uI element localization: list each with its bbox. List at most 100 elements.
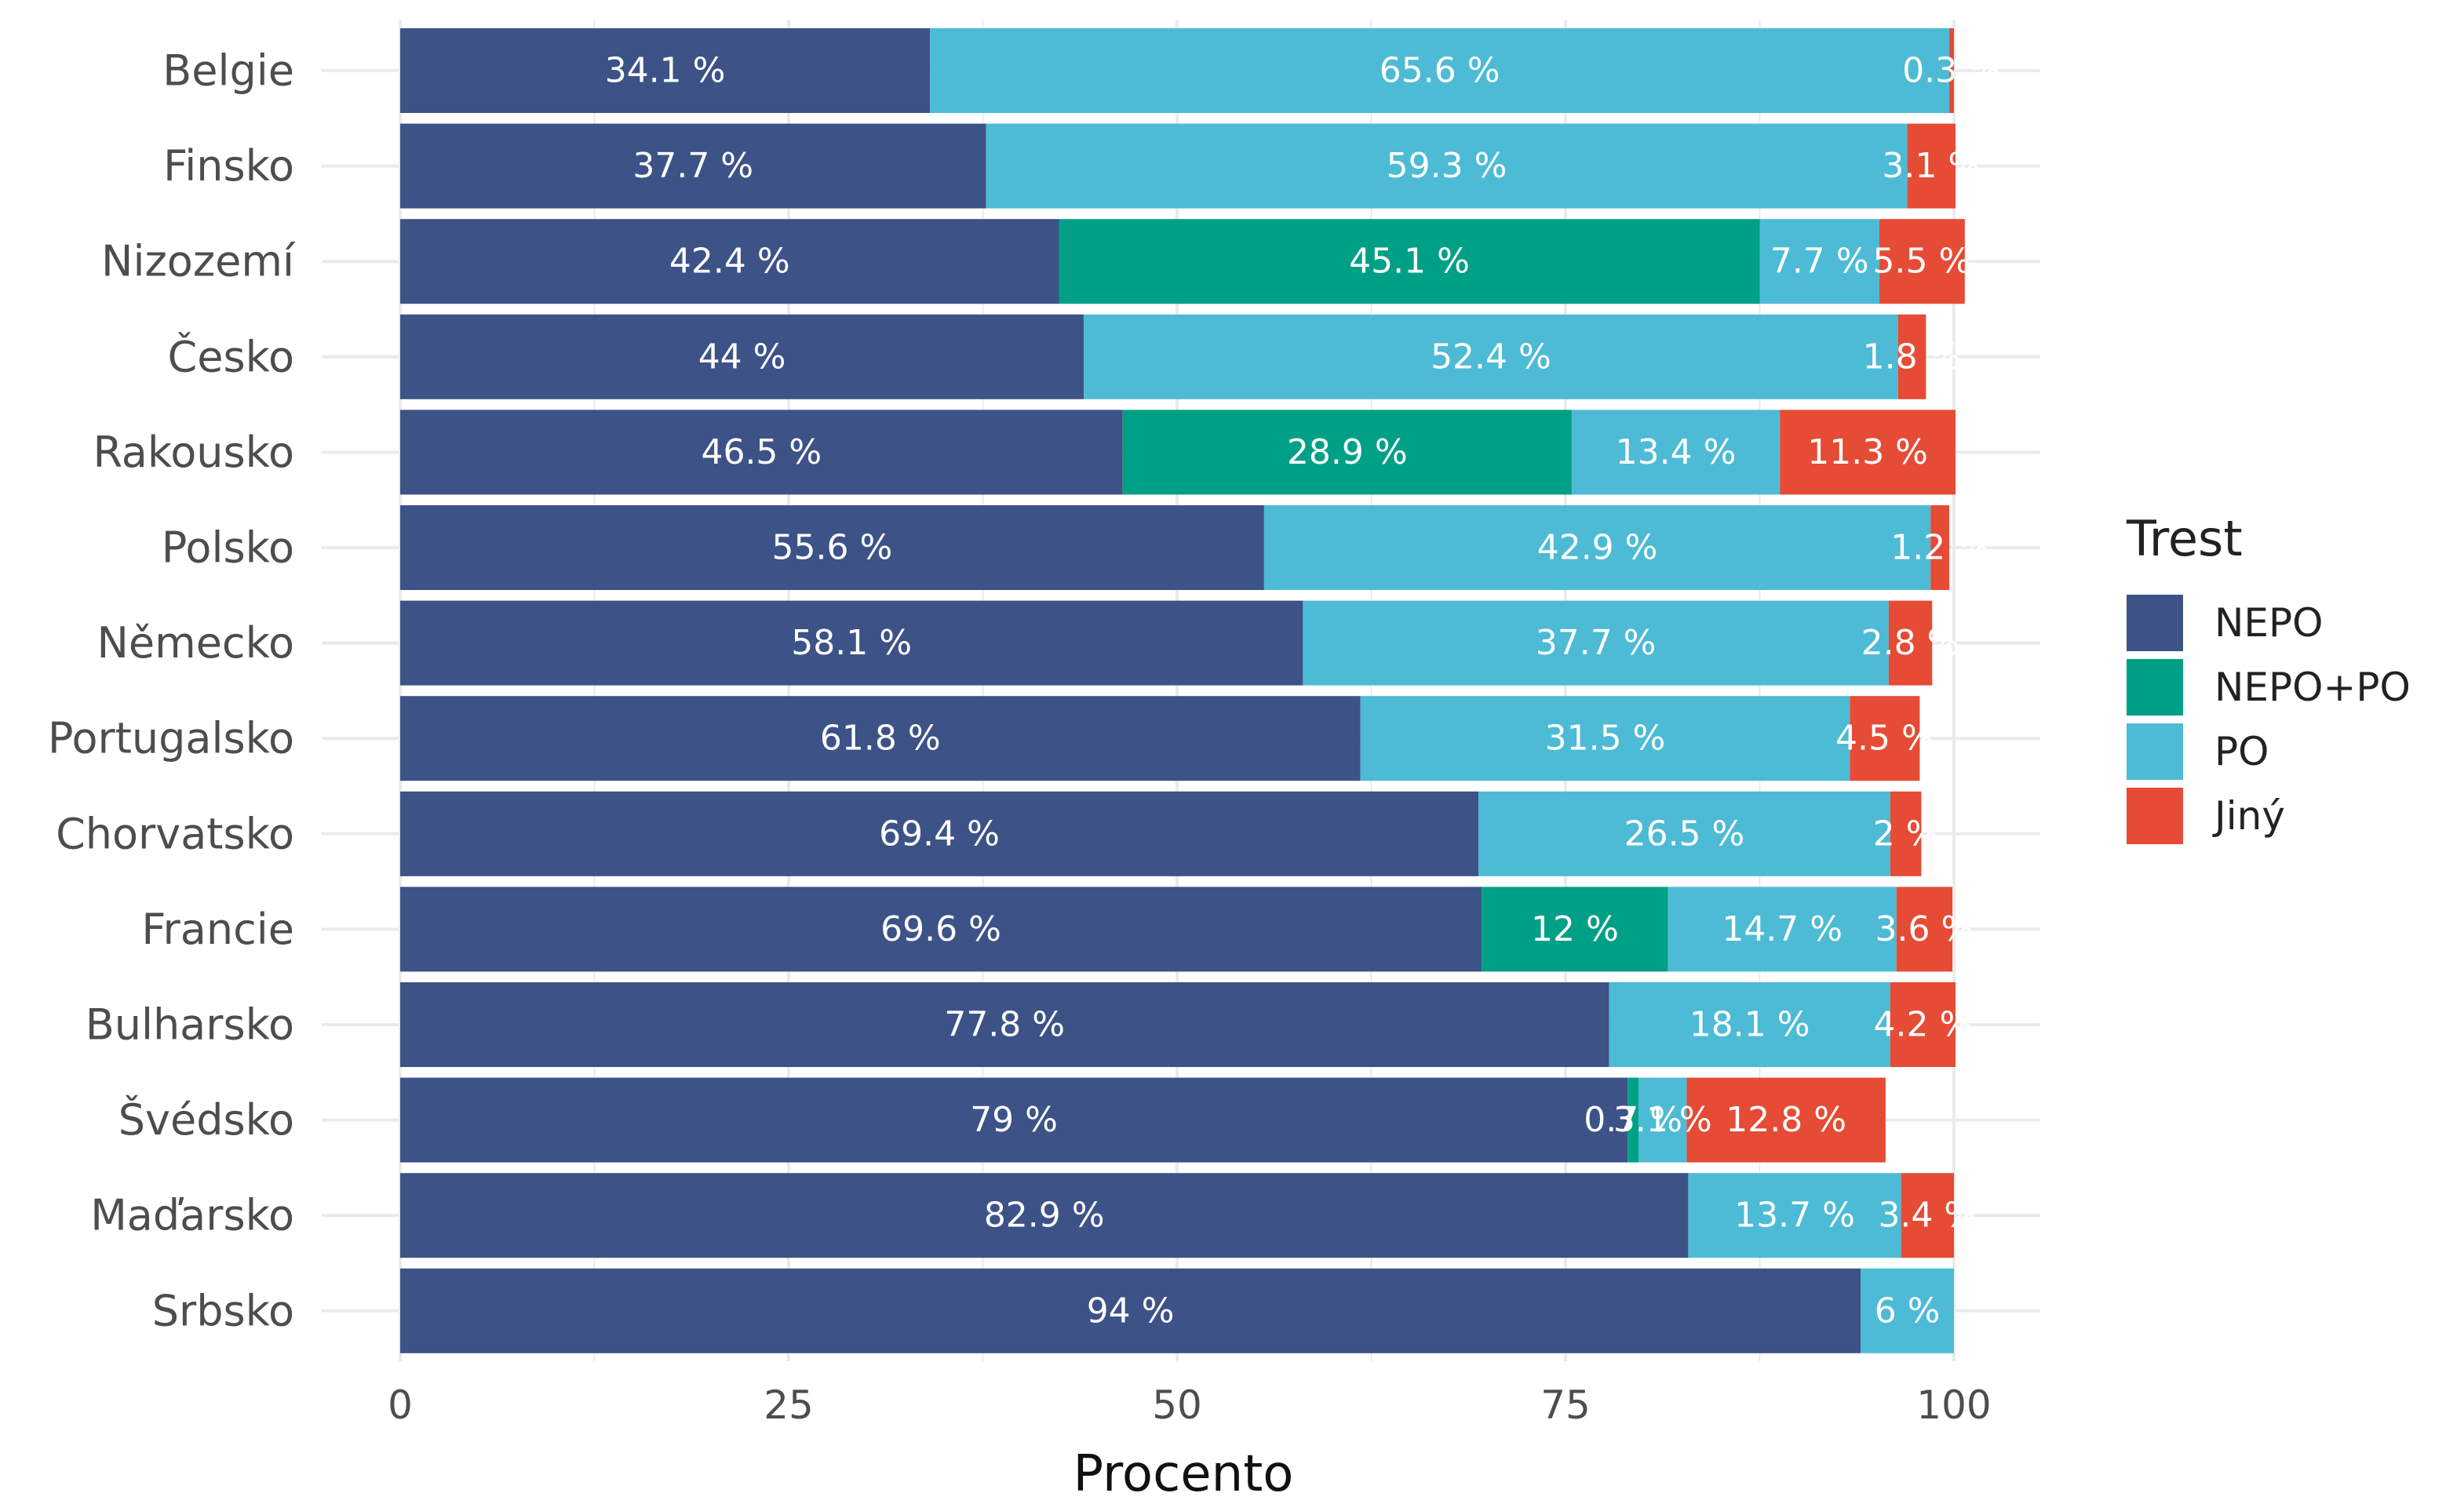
bar-value-label: 0.3 % bbox=[1902, 51, 2001, 91]
value-labels: 34.1 % 65.6 % 0.3 % 37.7 % 59.3 % 3.1 % 42.4 %… bbox=[605, 51, 2001, 1331]
bar-segment bbox=[1263, 505, 1931, 590]
bar-value-label: 46.5 % bbox=[701, 432, 822, 472]
bar-segment bbox=[1686, 1077, 1886, 1163]
y-tick-label: Chorvatsko bbox=[56, 809, 294, 858]
bar-segment bbox=[400, 1173, 1689, 1258]
bar-value-label: 13.4 % bbox=[1616, 432, 1737, 472]
bar-segment bbox=[400, 1077, 1628, 1163]
x-axis-tick-labels: 0 25 50 75 100 bbox=[388, 1382, 1992, 1428]
bar-value-label: 6 % bbox=[1875, 1291, 1941, 1331]
legend-items: NEPO NEPO+PO PO Jiný bbox=[2127, 591, 2411, 848]
x-tick-label: 0 bbox=[388, 1382, 413, 1428]
bar-segment bbox=[1896, 887, 1953, 972]
bar-value-label: 45.1 % bbox=[1349, 242, 1470, 282]
bar-value-label: 79 % bbox=[970, 1100, 1058, 1140]
bar-segment bbox=[400, 219, 1059, 304]
bar-value-label: 4.5 % bbox=[1835, 719, 1934, 759]
bar-value-label: 69.4 % bbox=[879, 814, 1000, 854]
bar-value-label: 55.6 % bbox=[772, 528, 893, 568]
bar-segment bbox=[1930, 505, 1950, 590]
bar-segment bbox=[1879, 219, 1965, 304]
bar-value-label: 82.9 % bbox=[984, 1196, 1105, 1236]
bar-segment bbox=[400, 791, 1479, 876]
bar-value-label: 18.1 % bbox=[1689, 1005, 1810, 1045]
bar-segment bbox=[1890, 791, 1922, 876]
bar-value-label: 12.8 % bbox=[1726, 1100, 1846, 1140]
bar-segment bbox=[1571, 410, 1781, 495]
bar-segment bbox=[1627, 1077, 1639, 1163]
bar-segment bbox=[400, 982, 1609, 1067]
legend-label: NEPO+PO bbox=[2214, 665, 2411, 710]
y-tick-label: Nizozemí bbox=[101, 237, 296, 286]
y-axis-tick-labels: Belgie Finsko Nizozemí Česko Rakousko Polsko N… bbox=[48, 46, 296, 1336]
x-tick-label: 25 bbox=[764, 1382, 814, 1428]
bar-segment bbox=[1890, 982, 1956, 1067]
bar-segment bbox=[1949, 28, 1954, 113]
bar-segment bbox=[400, 696, 1361, 781]
bar-segment bbox=[1907, 123, 1956, 209]
bar-value-label: 37.7 % bbox=[1536, 623, 1657, 663]
legend-label: Jiný bbox=[2214, 793, 2285, 839]
legend-swatch bbox=[2127, 788, 2183, 844]
bar-segment bbox=[1482, 887, 1668, 972]
bar-segment bbox=[930, 28, 1950, 113]
legend-label: NEPO bbox=[2214, 600, 2324, 646]
bar-value-label: 4.2 % bbox=[1874, 1005, 1973, 1045]
x-tick-label: 100 bbox=[1916, 1382, 1991, 1428]
bar-segment bbox=[1084, 314, 1898, 399]
bar-value-label: 3.1 % bbox=[1882, 146, 1981, 186]
bar-segment bbox=[400, 28, 931, 113]
y-tick-label: Polsko bbox=[162, 523, 294, 573]
y-tick-label: Maďarsko bbox=[90, 1191, 294, 1240]
bar-segment bbox=[1122, 410, 1572, 495]
legend-item: NEPO bbox=[2127, 591, 2411, 655]
bar-segment bbox=[1059, 219, 1760, 304]
bar-value-label: 2.8 % bbox=[1861, 623, 1960, 663]
y-tick-label: Belgie bbox=[162, 46, 294, 96]
bar-segment bbox=[400, 887, 1482, 972]
bar-segment bbox=[1901, 1173, 1954, 1258]
bar-value-label: 13.7 % bbox=[1734, 1196, 1855, 1236]
y-tick-label: Česko bbox=[168, 332, 294, 381]
legend-swatch bbox=[2127, 723, 2183, 780]
bar-value-label: 37.7 % bbox=[632, 146, 753, 186]
y-tick-label: Rakousko bbox=[93, 428, 294, 477]
bar-value-label: 1.2 % bbox=[1890, 528, 1989, 568]
bar-value-label: 31.5 % bbox=[1545, 719, 1666, 759]
y-tick-label: Finsko bbox=[163, 141, 294, 191]
bar-value-label: 94 % bbox=[1087, 1291, 1175, 1331]
legend-swatch bbox=[2127, 659, 2183, 716]
bar-value-label: 65.6 % bbox=[1380, 51, 1500, 91]
legend-item: PO bbox=[2127, 719, 2411, 784]
x-tick-label: 75 bbox=[1540, 1382, 1591, 1428]
y-tick-label: Bulharsko bbox=[86, 1000, 294, 1050]
y-tick-label: Francie bbox=[141, 905, 294, 954]
bar-segment bbox=[1861, 1268, 1954, 1353]
y-tick-label: Srbsko bbox=[152, 1286, 294, 1335]
bar-segment bbox=[400, 123, 986, 209]
bar-value-label: 26.5 % bbox=[1624, 814, 1745, 854]
bar-segment bbox=[1360, 696, 1850, 781]
bar-value-label: 3.1 % bbox=[1613, 1100, 1712, 1140]
legend-item: Jiný bbox=[2127, 784, 2411, 848]
bar-value-label: 14.7 % bbox=[1722, 909, 1843, 949]
bar-value-label: 42.9 % bbox=[1537, 528, 1658, 568]
bar-segment bbox=[1897, 314, 1926, 399]
bar-value-label: 42.4 % bbox=[669, 242, 790, 282]
bar-value-label: 69.6 % bbox=[880, 909, 1001, 949]
bar-value-label: 5.5 % bbox=[1873, 242, 1972, 282]
x-axis-title: Procento bbox=[1073, 1445, 1294, 1503]
bar-value-label: 44 % bbox=[698, 337, 786, 377]
y-tick-label: Německo bbox=[97, 618, 294, 668]
legend-title: Trest bbox=[2127, 510, 2243, 567]
legend-swatch bbox=[2127, 595, 2183, 651]
bar-value-label: 34.1 % bbox=[605, 51, 726, 91]
bar-segment bbox=[1638, 1077, 1687, 1163]
bar-value-label: 7.7 % bbox=[1770, 242, 1869, 282]
bar-segment bbox=[986, 123, 1908, 209]
bar-segment bbox=[1303, 600, 1889, 686]
legend: Trest NEPO NEPO+PO PO Jiný bbox=[2127, 510, 2411, 848]
bar-value-label: 1.8 % bbox=[1863, 337, 1962, 377]
bar-value-label: 3.6 % bbox=[1875, 909, 1974, 949]
